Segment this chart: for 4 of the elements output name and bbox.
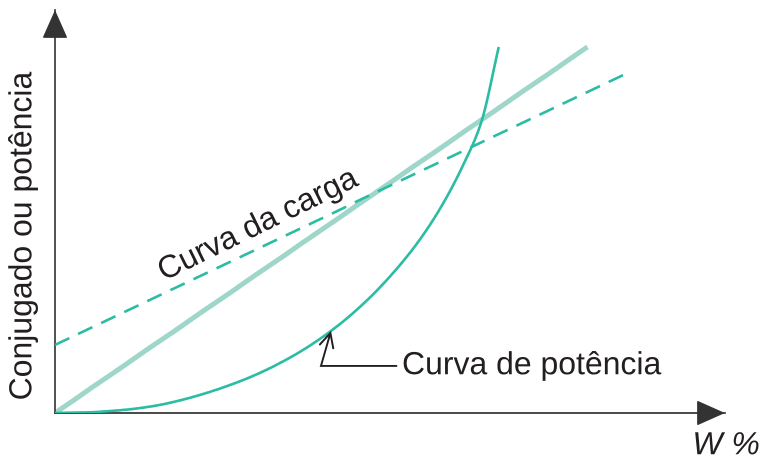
x-axis-title: W % bbox=[695, 432, 758, 454]
series-label: Curva de potência bbox=[404, 350, 662, 381]
y-axis-title: Conjugado ou potência bbox=[8, 72, 38, 399]
text: Curva da carga bbox=[155, 164, 363, 286]
